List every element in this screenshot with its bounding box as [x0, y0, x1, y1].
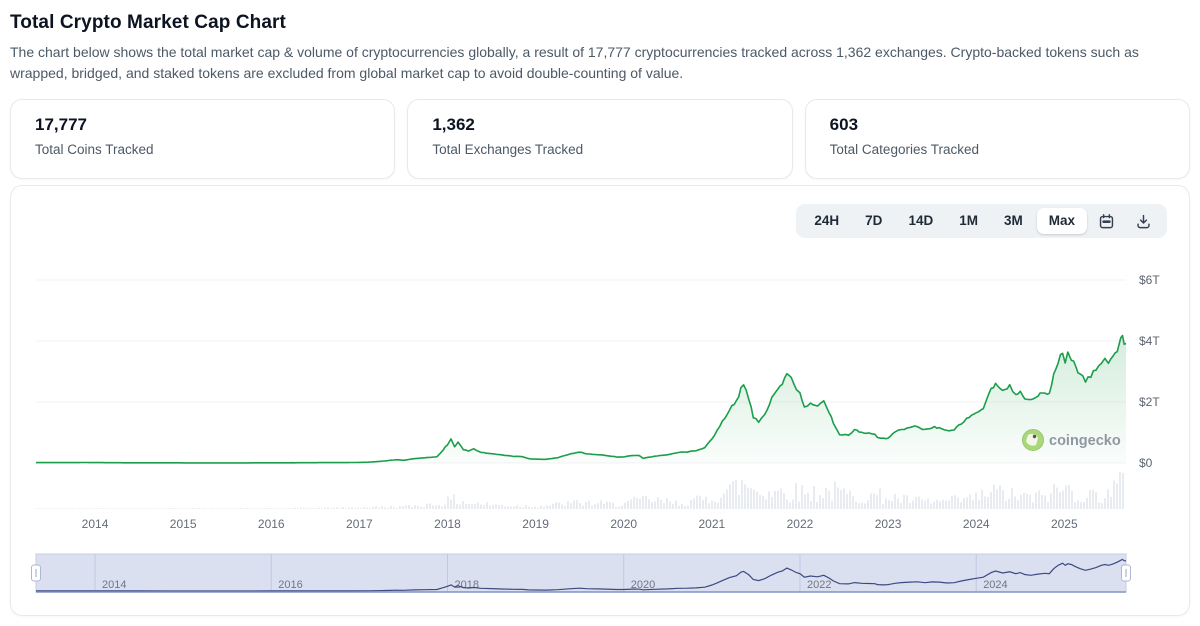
navigator-year-label: 2022 — [807, 579, 831, 591]
navigator-year-label: 2018 — [455, 579, 479, 591]
range-button-7d[interactable]: 7D — [853, 208, 894, 234]
x-axis-label: 2023 — [875, 517, 902, 531]
market-cap-chart-card: 24H 7D 14D 1M 3M Max — [10, 185, 1190, 616]
y-axis-label: $2T — [1139, 395, 1160, 409]
x-axis-label: 2022 — [787, 517, 814, 531]
page-description: The chart below shows the total market c… — [10, 44, 1139, 81]
x-axis-label: 2014 — [82, 517, 109, 531]
range-button-max[interactable]: Max — [1036, 208, 1087, 234]
x-axis-label: 2021 — [699, 517, 726, 531]
categories-tracked-label: Total Categories Tracked — [829, 142, 979, 157]
page-title: Total Crypto Market Cap Chart — [10, 12, 286, 33]
navigator-line — [36, 558, 1127, 592]
exchanges-tracked-label: Total Exchanges Tracked — [432, 142, 584, 157]
x-axis-label: 2015 — [170, 517, 197, 531]
coingecko-watermark: coingecko — [1022, 429, 1121, 451]
download-icon — [1135, 213, 1152, 230]
x-axis-label: 2025 — [1051, 517, 1078, 531]
x-axis-label: 2024 — [963, 517, 990, 531]
volume-bars — [36, 471, 1124, 509]
navigator-year-label: 2014 — [102, 579, 126, 591]
navigator-year-label: 2024 — [983, 579, 1007, 591]
x-axis-label: 2018 — [434, 517, 461, 531]
coins-tracked-value: 17,777 — [35, 115, 87, 134]
exchanges-tracked-value: 1,362 — [432, 115, 475, 134]
range-button-14d[interactable]: 14D — [896, 208, 945, 234]
range-button-1m[interactable]: 1M — [947, 208, 990, 234]
stat-card-categories: 603 Total Categories Tracked — [804, 99, 1190, 179]
x-axis-label: 2020 — [610, 517, 637, 531]
stat-card-exchanges: 1,362 Total Exchanges Tracked — [407, 99, 793, 179]
range-button-3m[interactable]: 3M — [992, 208, 1035, 234]
y-axis-label: $4T — [1139, 334, 1160, 348]
chart-navigator[interactable]: 2014 2016 2018 2020 2022 2024 — [31, 553, 1131, 593]
download-button[interactable] — [1126, 209, 1161, 234]
calendar-icon — [1098, 213, 1115, 230]
navigator-year-label: 2016 — [278, 579, 302, 591]
navigator-selected-region[interactable] — [36, 554, 1126, 592]
range-button-24h[interactable]: 24H — [802, 208, 851, 234]
categories-tracked-value: 603 — [829, 115, 859, 134]
stats-row: 17,777 Total Coins Tracked 1,362 Total E… — [10, 99, 1190, 179]
calendar-button[interactable] — [1089, 209, 1124, 234]
x-axis-label: 2016 — [258, 517, 285, 531]
stat-card-coins: 17,777 Total Coins Tracked — [10, 99, 396, 179]
y-axis-label: $6T — [1139, 273, 1160, 287]
y-axis-label: $0 — [1139, 456, 1153, 470]
market-cap-area — [36, 335, 1126, 463]
x-axis-label: 2017 — [346, 517, 373, 531]
market-cap-line — [36, 334, 1127, 464]
navigator-year-label: 2020 — [631, 579, 655, 591]
coingecko-watermark-label: coingecko — [1049, 433, 1121, 449]
coins-tracked-label: Total Coins Tracked — [35, 142, 154, 157]
time-range-group: 24H 7D 14D 1M 3M Max — [796, 204, 1167, 238]
x-axis-label: 2019 — [522, 517, 549, 531]
chart-toolbar: 24H 7D 14D 1M 3M Max — [11, 204, 1167, 238]
